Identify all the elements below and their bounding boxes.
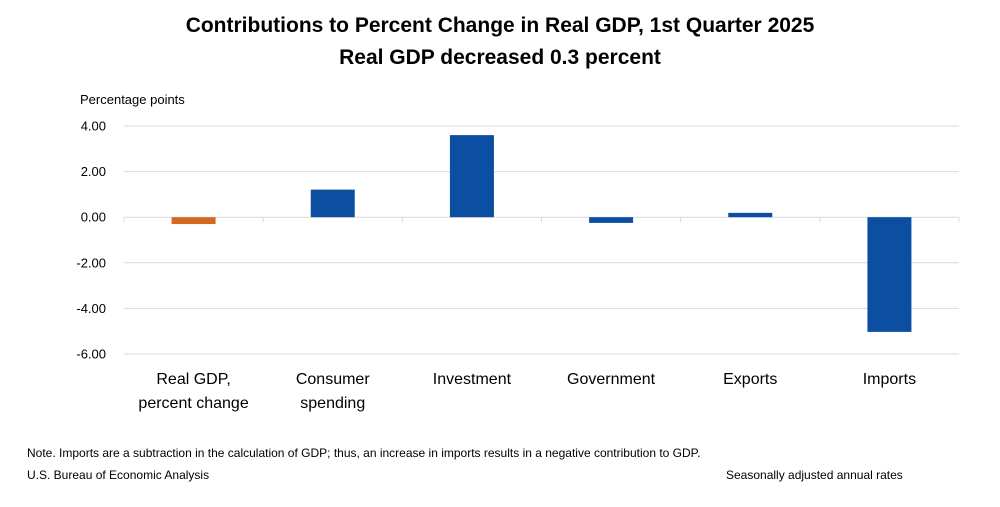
y-tick-label: -4.00 xyxy=(76,301,106,316)
bar xyxy=(171,217,216,225)
footnote: Note. Imports are a subtraction in the c… xyxy=(27,446,701,460)
x-tick-label: Investment xyxy=(433,371,512,388)
y-tick-label: 2.00 xyxy=(81,164,106,179)
y-tick-label: 0.00 xyxy=(81,210,106,225)
y-tick-label: 4.00 xyxy=(81,119,106,134)
x-tick-label: Consumer spending xyxy=(296,371,370,412)
bar xyxy=(867,217,912,332)
source-label: U.S. Bureau of Economic Analysis xyxy=(27,468,210,482)
bar xyxy=(449,135,494,218)
x-tick-label: Real GDP, percent change xyxy=(138,371,248,412)
bar xyxy=(310,189,355,218)
y-tick-label: -6.00 xyxy=(76,347,106,362)
chart-subtitle: Real GDP decreased 0.3 percent xyxy=(339,46,661,69)
bar-chart: Percentage points 4.00 2.00 0.00 -2.00 -4.00 -… xyxy=(76,92,960,412)
y-tick-label: -2.00 xyxy=(76,255,106,270)
y-axis-label: Percentage points xyxy=(80,92,185,107)
bar xyxy=(589,217,634,223)
x-tick-label: Government xyxy=(567,371,656,388)
x-tick-label: Imports xyxy=(863,371,916,388)
rates-label: Seasonally adjusted annual rates xyxy=(726,468,903,482)
bar xyxy=(728,212,773,218)
chart-title: Contributions to Percent Change in Real … xyxy=(185,14,815,37)
x-tick-label: Exports xyxy=(723,371,777,388)
